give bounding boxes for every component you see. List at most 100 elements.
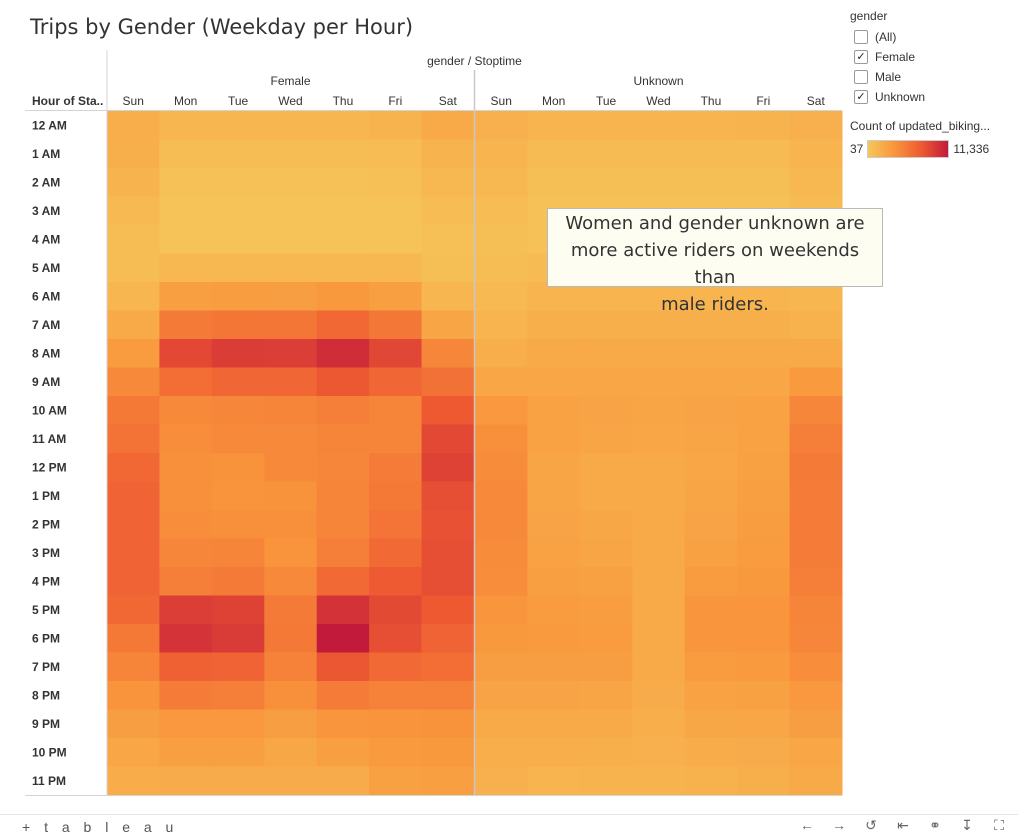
heatmap-cell: Unknown Sun 12 AM: 1700 [475, 111, 528, 140]
heatmap-cell: Unknown Fri 12 AM: 1500 [737, 111, 791, 140]
heatmap-cell: Female Wed 10 PM: 2400 [264, 738, 318, 767]
gender-filter: (All) ✓ Female Male ✓ Unknown [850, 27, 1015, 107]
heatmap-cell: Unknown Mon 12 PM: 2600 [527, 453, 581, 482]
heatmap-cell: Female Thu 2 AM: 400 [316, 168, 370, 197]
heatmap-cell: Unknown Wed 6 PM: 2300 [632, 624, 686, 653]
heatmap-cell: Unknown Sun 9 PM: 2300 [475, 709, 528, 739]
fullscreen-icon[interactable]: ⛶ [994, 817, 1004, 833]
heatmap-cell: Female Wed 11 PM: 2100 [264, 766, 318, 796]
heatmap-cell: Female Sun 2 PM: 7000 [107, 510, 160, 539]
heatmap-cell: Female Tue 9 PM: 3600 [211, 709, 265, 739]
heatmap-cell: Unknown Sun 10 AM: 3600 [475, 396, 528, 425]
heatmap-cell: Female Sat 2 PM: 8100 [421, 510, 475, 539]
checkbox-unchecked-icon[interactable] [854, 30, 868, 44]
reset-icon[interactable]: ⇤ [897, 817, 909, 833]
heatmap-cell: Unknown Mon 8 AM: 2300 [527, 339, 581, 368]
share-icon[interactable]: ⚭ [929, 817, 941, 833]
group-label-female: Female [270, 74, 310, 88]
heatmap-cell: Unknown Tue 5 PM: 3200 [579, 595, 633, 625]
heatmap-cell: Female Tue 5 PM: 9000 [211, 595, 265, 625]
heatmap-cell: Female Thu 12 PM: 4700 [316, 453, 370, 482]
day-label: Thu [701, 94, 722, 108]
filter-option-all[interactable]: (All) [850, 27, 1015, 47]
heatmap-cell: Unknown Sun 5 PM: 3800 [475, 595, 528, 625]
heatmap-cell: Unknown Mon 1 AM: 900 [527, 139, 581, 169]
heatmap-cell: Female Sun 5 AM: 700 [107, 253, 160, 283]
checkbox-checked-icon[interactable]: ✓ [854, 50, 868, 64]
heatmap-cell: Unknown Sun 8 AM: 1900 [475, 339, 528, 368]
checkbox-unchecked-icon[interactable] [854, 70, 868, 84]
heatmap-cell: Unknown Fri 12 PM: 2900 [737, 453, 791, 482]
heatmap-cell: Unknown Wed 5 PM: 2300 [632, 595, 686, 625]
heatmap-cell: Unknown Fri 4 PM: 3500 [737, 567, 791, 596]
heatmap-cell: Female Fri 6 PM: 8200 [369, 624, 423, 653]
heatmap-cell: Female Mon 10 AM: 4500 [159, 396, 213, 425]
heatmap-cell: Unknown Wed 9 AM: 2500 [632, 367, 686, 397]
color-gradient-bar [867, 140, 950, 158]
heatmap-cell: Unknown Tue 11 PM: 1500 [579, 766, 633, 796]
heatmap-cell: Female Wed 2 PM: 4100 [264, 510, 318, 539]
heatmap-cell: Female Tue 1 AM: 700 [211, 139, 265, 169]
heatmap-cell: Unknown Mon 5 PM: 3300 [527, 595, 581, 625]
heatmap-cell: Female Thu 11 PM: 2100 [316, 766, 370, 796]
heatmap-cell: Female Sun 2 AM: 1500 [107, 168, 160, 197]
heatmap-cell: Unknown Tue 1 PM: 2300 [579, 481, 633, 511]
annotation-box: Women and gender unknown are more active… [547, 208, 883, 315]
heatmap-cell: Unknown Wed 1 AM: 900 [632, 139, 686, 169]
hour-label: 3 AM [32, 204, 60, 218]
heatmap-cell: Female Fri 3 PM: 6600 [369, 538, 423, 568]
heatmap-cell: Female Sun 1 PM: 7000 [107, 481, 160, 511]
heatmap-cell: Female Fri 7 PM: 6600 [369, 652, 423, 682]
heatmap-cell: Unknown Sun 7 AM: 1400 [475, 310, 528, 340]
filter-option-male[interactable]: Male [850, 67, 1015, 87]
undo-icon[interactable]: ← [800, 817, 814, 833]
heatmap-cell: Female Mon 8 PM: 5400 [159, 681, 213, 710]
heatmap-cell: Female Tue 6 PM: 9400 [211, 624, 265, 653]
heatmap-cell: Unknown Sat 10 AM: 4700 [789, 396, 843, 425]
heatmap-cell: Unknown Fri 9 AM: 2500 [737, 367, 791, 397]
heatmap-cell: Unknown Thu 11 PM: 1600 [684, 766, 738, 796]
heatmap-cell: Unknown Sat 12 PM: 5500 [789, 453, 843, 482]
heatmap-cell: Unknown Tue 7 PM: 3100 [579, 652, 633, 682]
heatmap-cell: Unknown Fri 10 PM: 2100 [737, 738, 791, 767]
day-label: Sun [123, 94, 144, 108]
download-icon[interactable]: ↧ [961, 817, 973, 833]
hour-label: 4 PM [32, 574, 60, 588]
heatmap-cell: Female Sun 6 PM: 5600 [107, 624, 160, 653]
hour-label: 6 PM [32, 631, 60, 645]
heatmap-cell: Female Sat 7 PM: 6300 [421, 652, 475, 682]
heatmap-cell: Female Sun 4 PM: 7000 [107, 567, 160, 596]
heatmap-cell: Female Sun 10 AM: 5600 [107, 396, 160, 425]
heatmap-cell: Female Tue 1 PM: 3900 [211, 481, 265, 511]
filter-option-unknown[interactable]: ✓ Unknown [850, 87, 1015, 107]
heatmap-cell: Female Fri 11 AM: 4800 [369, 424, 423, 454]
heatmap-cell: Unknown Wed 11 PM: 1500 [632, 766, 686, 796]
heatmap-cell: Female Mon 9 AM: 6300 [159, 367, 213, 397]
heatmap-cell: Unknown Sat 3 PM: 5400 [789, 538, 843, 568]
heatmap-cell: Unknown Thu 5 PM: 3700 [684, 595, 738, 625]
day-label: Sat [807, 94, 826, 108]
heatmap-cell: Female Mon 2 PM: 4300 [159, 510, 213, 539]
heatmap-cell: Female Thu 4 AM: 300 [316, 225, 370, 254]
heatmap-cell: Female Sat 7 AM: 2600 [421, 310, 475, 340]
heatmap-cell: Unknown Wed 8 AM: 2300 [632, 339, 686, 368]
tableau-logo: + t a b l e a u [22, 819, 179, 835]
heatmap-cell: Female Sun 9 PM: 3100 [107, 709, 160, 739]
redo-icon[interactable]: → [832, 817, 846, 833]
heatmap-cell: Female Fri 5 AM: 1200 [369, 253, 423, 283]
filter-option-female[interactable]: ✓ Female [850, 47, 1015, 67]
checkbox-checked-icon[interactable]: ✓ [854, 90, 868, 104]
heatmap-cell: Female Fri 2 PM: 5900 [369, 510, 423, 539]
heatmap-cell: Unknown Thu 12 PM: 2500 [684, 453, 738, 482]
day-label: Mon [174, 94, 197, 108]
heatmap-cell: Female Thu 2 PM: 4900 [316, 510, 370, 539]
heatmap-cell: Unknown Mon 3 PM: 2800 [527, 538, 581, 568]
heatmap-cell: Unknown Wed 7 PM: 2300 [632, 652, 686, 682]
heatmap-cell: Female Fri 8 PM: 5000 [369, 681, 423, 710]
heatmap-cell: Unknown Mon 9 AM: 2500 [527, 367, 581, 397]
heatmap-cell: Unknown Fri 7 AM: 1800 [737, 310, 791, 340]
revert-icon[interactable]: ↺ [865, 817, 877, 833]
heatmap-cell: Female Mon 12 PM: 4200 [159, 453, 213, 482]
heatmap-cell: Unknown Fri 2 PM: 3200 [737, 510, 791, 539]
heatmap-cell: Unknown Sun 2 PM: 4600 [475, 510, 528, 539]
